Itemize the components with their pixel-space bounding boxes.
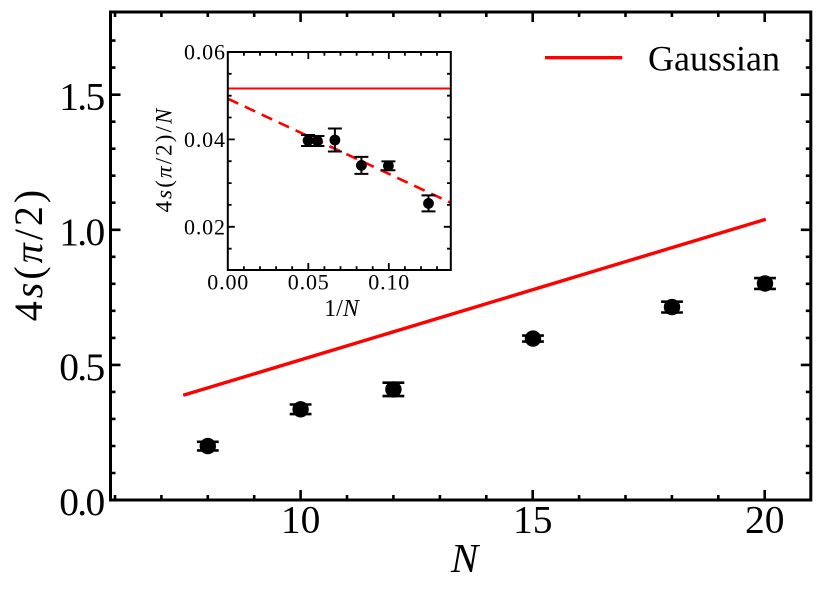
- svg-text:0.00: 0.00: [207, 270, 248, 295]
- svg-text:4s(π/2): 4s(π/2): [6, 187, 51, 321]
- svg-text:Gaussian: Gaussian: [648, 39, 780, 79]
- svg-text:0.05: 0.05: [288, 270, 329, 295]
- svg-text:1.0: 1.0: [59, 210, 105, 254]
- svg-text:0.10: 0.10: [368, 270, 409, 295]
- svg-text:0.0: 0.0: [59, 480, 105, 524]
- svg-text:N: N: [450, 535, 481, 581]
- svg-text:0.04: 0.04: [184, 127, 225, 152]
- svg-text:1/N: 1/N: [324, 296, 361, 322]
- svg-text:20: 20: [745, 498, 785, 542]
- svg-text:10: 10: [281, 498, 321, 542]
- svg-text:1.5: 1.5: [59, 75, 105, 119]
- svg-text:15: 15: [513, 498, 553, 542]
- svg-text:0.02: 0.02: [184, 214, 225, 239]
- svg-text:0.06: 0.06: [184, 40, 225, 65]
- svg-text:4s(π/2)/N: 4s(π/2)/N: [152, 107, 177, 213]
- svg-text:0.5: 0.5: [59, 345, 105, 389]
